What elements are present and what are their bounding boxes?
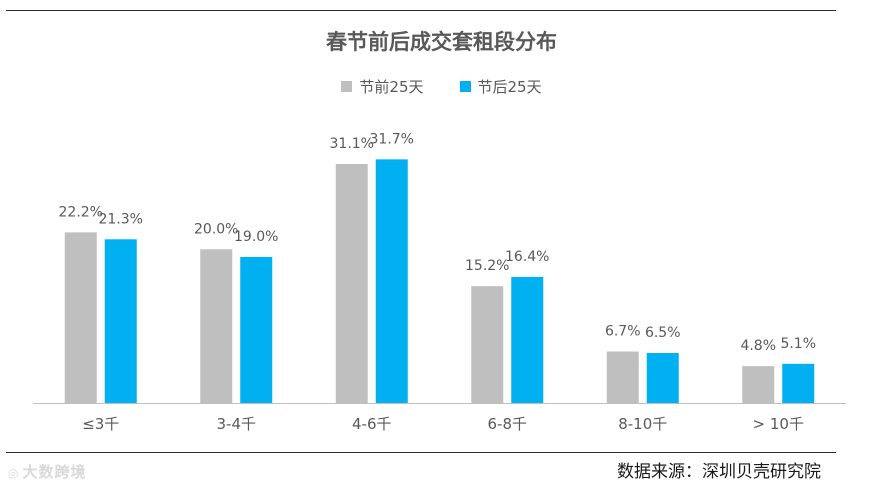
data-label-series-1-5: 6.7% [605,324,641,340]
legend-swatch-series-2 [459,81,471,92]
data-label-series-2-4: 16.4% [505,249,549,265]
watermark-text: 大数跨境 [22,463,87,481]
bar-series-1-6 [742,366,775,403]
data-label-series-1-4: 15.2% [465,258,509,274]
data-label-series-1-2: 20.0% [194,221,238,237]
bottom-rule [6,452,836,453]
data-label-series-1-1: 22.2% [59,204,103,220]
chart-title: 春节前后成交套租段分布 [326,30,557,54]
source-note: 数据来源：深圳贝壳研究院 [617,462,821,482]
x-tick-label-2: 3-4千 [217,415,257,433]
data-label-series-1-6: 4.8% [740,338,776,354]
bar-series-2-5 [646,353,679,403]
legend-label-series-1: 节前25天 [359,78,424,96]
x-tick-label-6: > 10千 [753,415,804,433]
data-label-series-2-3: 31.7% [370,131,414,147]
watermark-logo: ◎ 大数跨境 [8,461,87,482]
data-label-series-2-1: 21.3% [99,211,143,227]
x-tick-label-4: 6-8千 [488,415,528,433]
x-tick-label-3: 4-6千 [352,415,392,433]
bar-series-2-2 [240,256,273,403]
top-rule [6,10,836,11]
x-tick-label-5: 8-10千 [618,415,667,433]
bar-series-2-1 [104,239,137,403]
watermark-icon: ◎ [8,466,20,480]
bar-series-2-4 [511,276,544,403]
bar-series-1-2 [200,249,233,403]
bar-series-1-3 [335,163,368,403]
bar-series-1-1 [64,232,97,403]
data-label-series-2-2: 19.0% [234,229,278,245]
data-label-series-2-6: 5.1% [780,336,816,352]
legend-swatch-series-1 [341,81,353,92]
bar-series-1-5 [606,351,639,403]
legend-item-series-2: 节后25天 [459,76,542,97]
bar-series-1-4 [471,286,504,403]
legend-label-series-2: 节后25天 [477,78,542,96]
data-label-series-1-3: 31.1% [330,136,374,152]
legend-item-series-1: 节前25天 [341,76,424,97]
bar-series-2-6 [782,363,815,403]
bar-series-2-3 [375,159,408,403]
x-tick-label-1: ≤3千 [82,415,119,433]
data-label-series-2-5: 6.5% [645,325,681,341]
legend: 节前25天 节后25天 [0,76,883,97]
